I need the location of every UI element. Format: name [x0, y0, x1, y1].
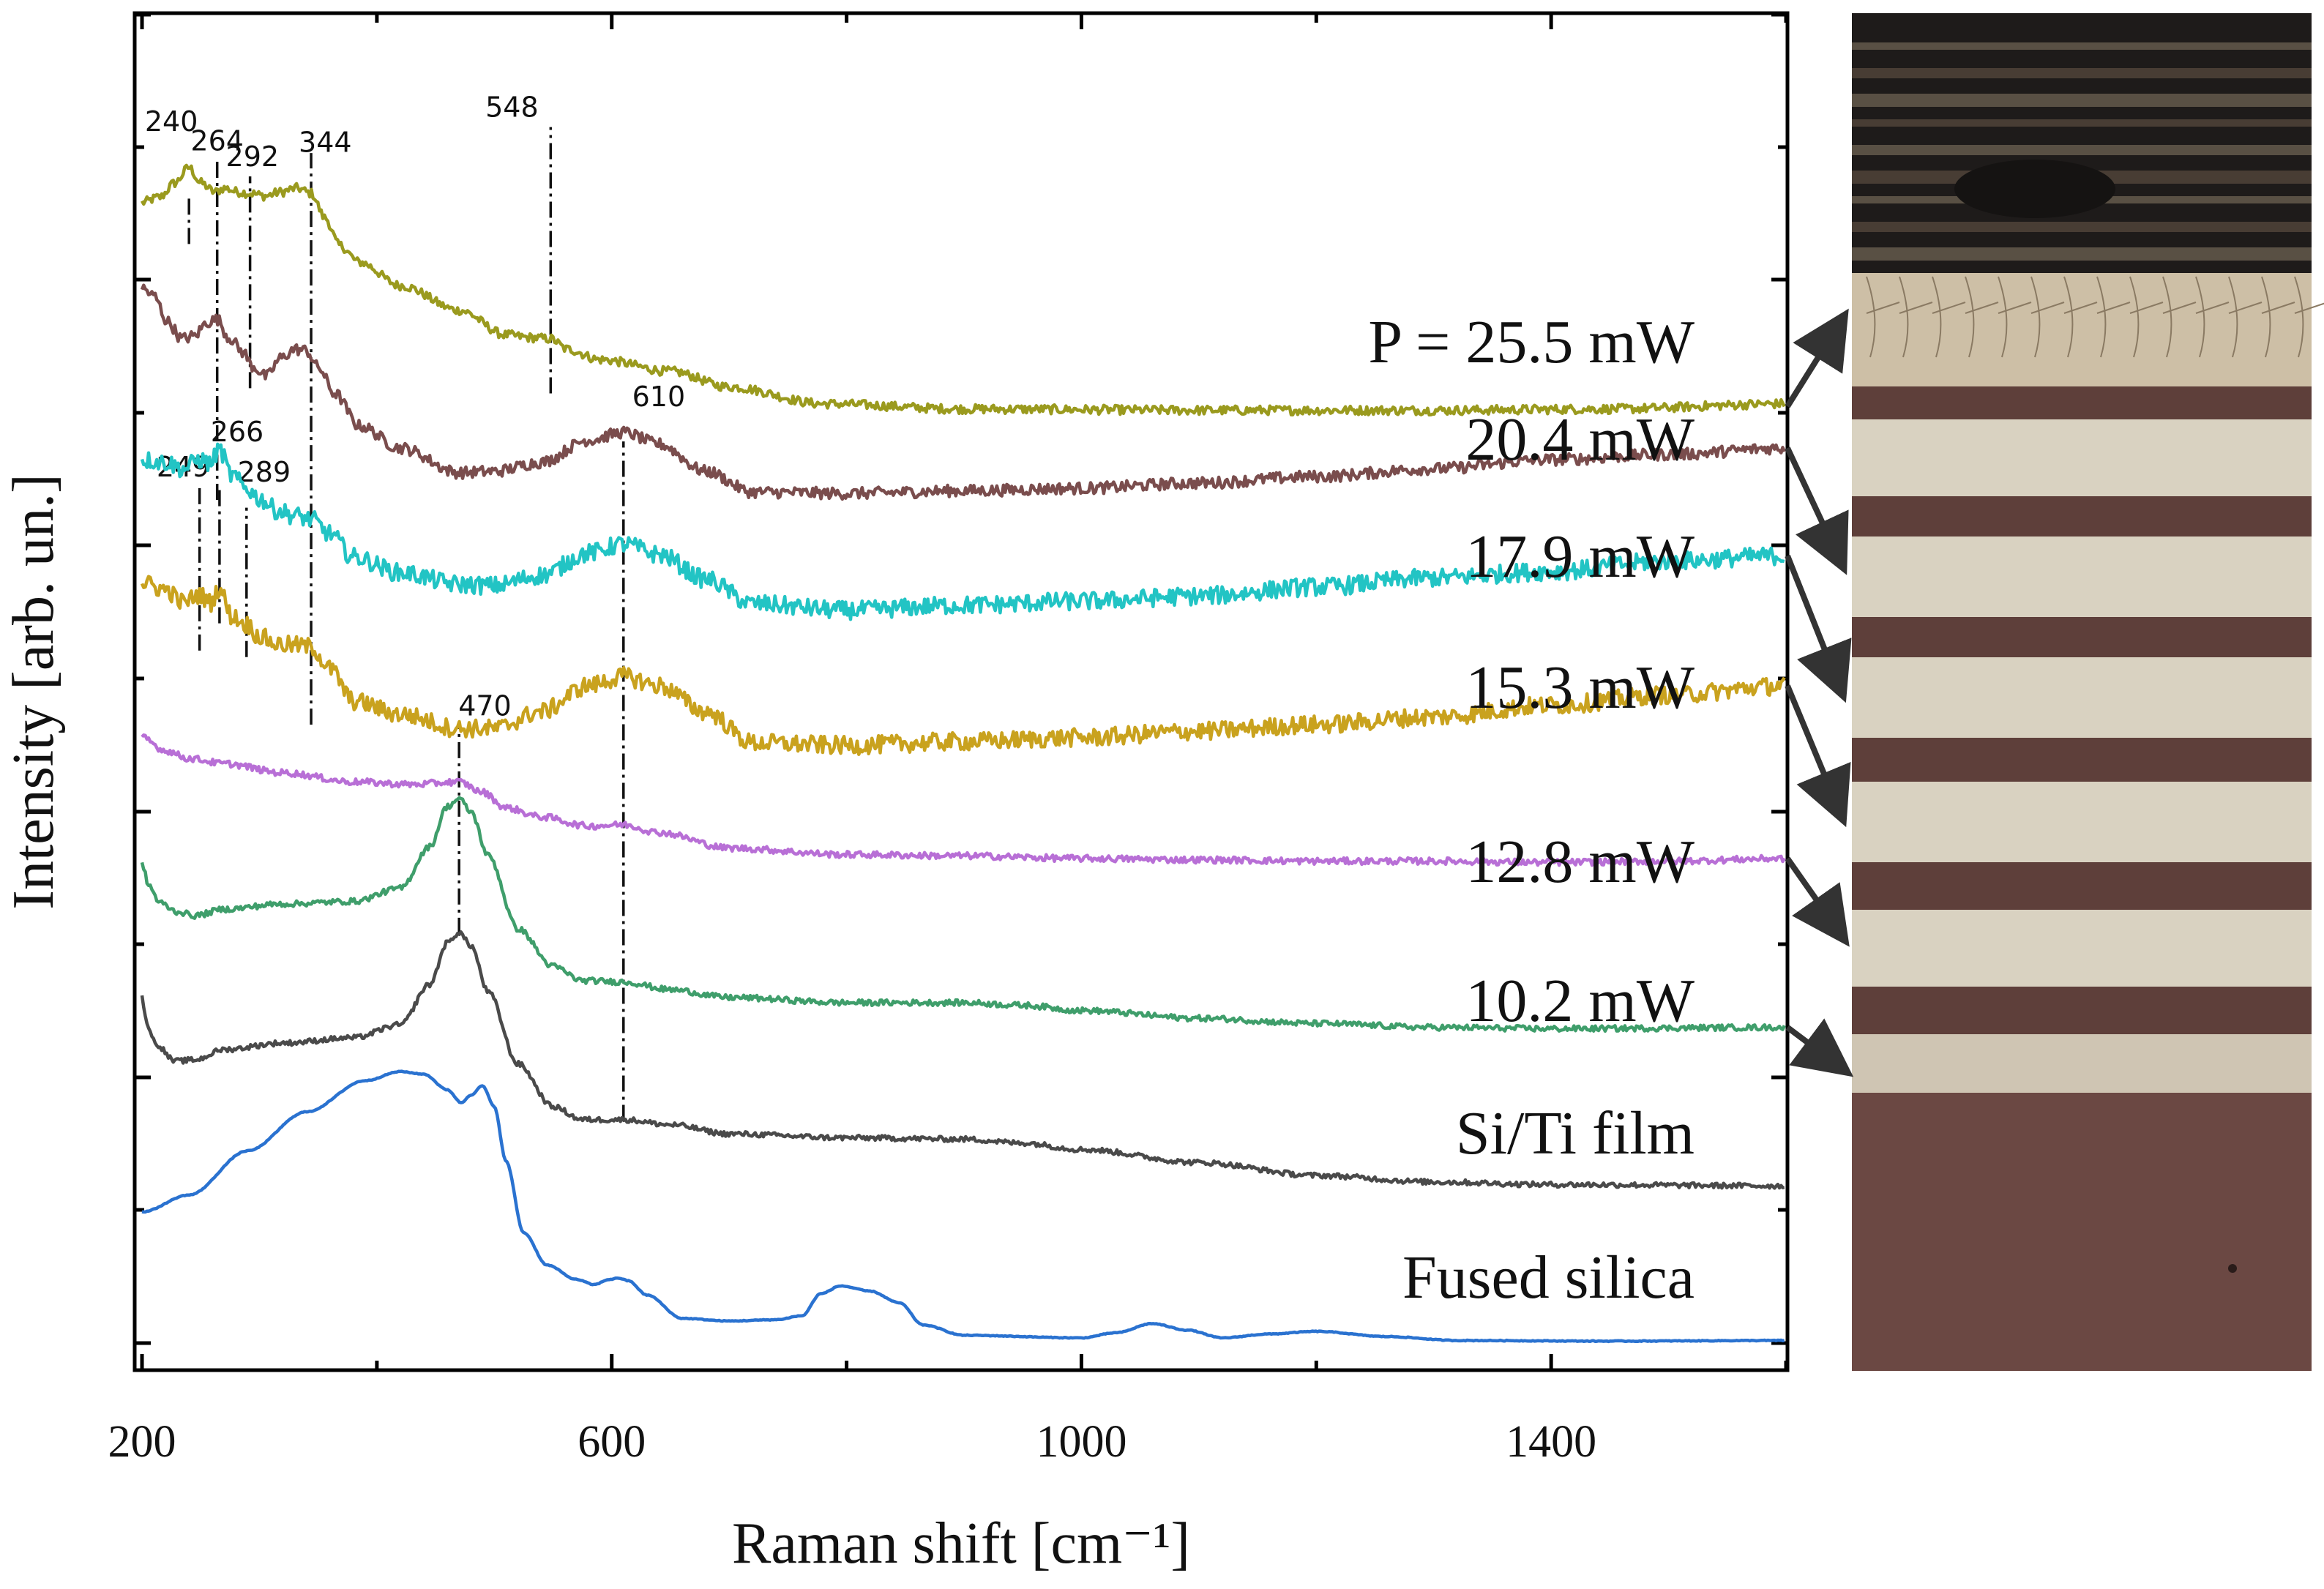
- peak-label-548: 548: [485, 91, 539, 123]
- spectra-lines: [140, 163, 1786, 1344]
- series-label-fused-silica: Fused silica: [1402, 1244, 1695, 1312]
- series-label-si-ti-film: Si/Ti film: [1456, 1099, 1695, 1167]
- series-label-15-3-mw: 15.3 mW: [1465, 654, 1695, 722]
- micrograph-cracks: [1866, 276, 2324, 358]
- micrograph-speckle-band: [1852, 119, 2312, 127]
- micrograph-band: [1852, 1093, 2312, 1371]
- series-label-12-8-mw: 12.8 mW: [1465, 828, 1695, 896]
- micrograph-band: [1852, 782, 2312, 862]
- label-arrows: [1785, 308, 1854, 1077]
- micrograph-speckle-band: [1852, 145, 2312, 155]
- arrow-15-3-mw: [1785, 684, 1851, 828]
- arrow-p-25-5-mw: [1785, 308, 1849, 408]
- micrograph-speckle-band: [1852, 222, 2312, 232]
- peak-label-292: 292: [226, 141, 280, 173]
- peak-label-264: 264: [190, 125, 244, 157]
- optical-micrograph: [1852, 13, 2324, 1371]
- series-line-15-3-mw: [140, 575, 1786, 756]
- peak-label-470: 470: [458, 690, 512, 722]
- x-axis-ticks: 200 600 1000 1400: [108, 13, 1788, 1467]
- micrograph-band: [1852, 657, 2312, 738]
- micrograph-speckle-band: [1852, 68, 2312, 78]
- arrow-17-9-mw: [1785, 554, 1852, 703]
- peak-label-344: 344: [299, 126, 352, 158]
- micrograph-speckle-band: [1852, 247, 2312, 261]
- x-tick-label: 1400: [1506, 1417, 1596, 1467]
- peak-label-610: 610: [632, 381, 686, 413]
- arrow-10-2-mw: [1785, 1018, 1854, 1077]
- series-line-10-2-mw: [140, 796, 1786, 1033]
- x-tick-label: 1000: [1036, 1417, 1126, 1467]
- series-line-20-4-mw: [140, 283, 1786, 501]
- micrograph-band: [1852, 862, 2312, 910]
- arrow-20-4-mw: [1785, 446, 1849, 575]
- micrograph-void: [1954, 160, 2115, 218]
- micrograph-band: [1852, 910, 2312, 987]
- micrograph-band: [1852, 617, 2312, 657]
- series-line-17-9-mw: [140, 442, 1785, 621]
- series-line-fused-silica: [141, 1069, 1785, 1344]
- x-axis-label: Raman shift [cm⁻¹]: [732, 1511, 1190, 1576]
- micrograph-cracked-band: [1852, 273, 2312, 386]
- micrograph-speckle-band: [1852, 42, 2312, 50]
- micrograph-speckle-band: [1852, 94, 2312, 107]
- series-line-si-ti-film: [140, 930, 1785, 1190]
- micrograph-dust: [2228, 1264, 2237, 1273]
- micrograph-band: [1852, 987, 2312, 1034]
- micrograph-band: [1852, 496, 2312, 536]
- x-tick-label: 200: [108, 1417, 176, 1467]
- peak-label-289: 289: [238, 456, 291, 488]
- arrow-12-8-mw: [1785, 856, 1850, 947]
- peak-label-240: 240: [145, 105, 198, 138]
- series-label-p-25-5-mw: P = 25.5 mW: [1368, 308, 1695, 376]
- series-label-10-2-mw: 10.2 mW: [1465, 967, 1695, 1035]
- series-line-12-8-mw: [141, 733, 1786, 867]
- micrograph-dark-track: [1852, 13, 2312, 273]
- series-line-p-25-5-mw: [141, 163, 1786, 417]
- micrograph-band: [1852, 536, 2312, 617]
- series-label-20-4-mw: 20.4 mW: [1465, 405, 1695, 474]
- micrograph-band: [1852, 419, 2312, 496]
- series-label-17-9-mw: 17.9 mW: [1465, 523, 1695, 591]
- spectra-labels: P = 25.5 mW 20.4 mW 17.9 mW 15.3 mW 12.8 mW 1…: [1368, 308, 1695, 1312]
- micrograph-band: [1852, 1034, 2312, 1093]
- x-tick-label: 600: [578, 1417, 646, 1467]
- micrograph-band: [1852, 738, 2312, 782]
- micrograph-band: [1852, 386, 2312, 419]
- peak-label-266: 266: [211, 416, 264, 448]
- y-axis-label: Intensity [arb. un.]: [1, 474, 66, 909]
